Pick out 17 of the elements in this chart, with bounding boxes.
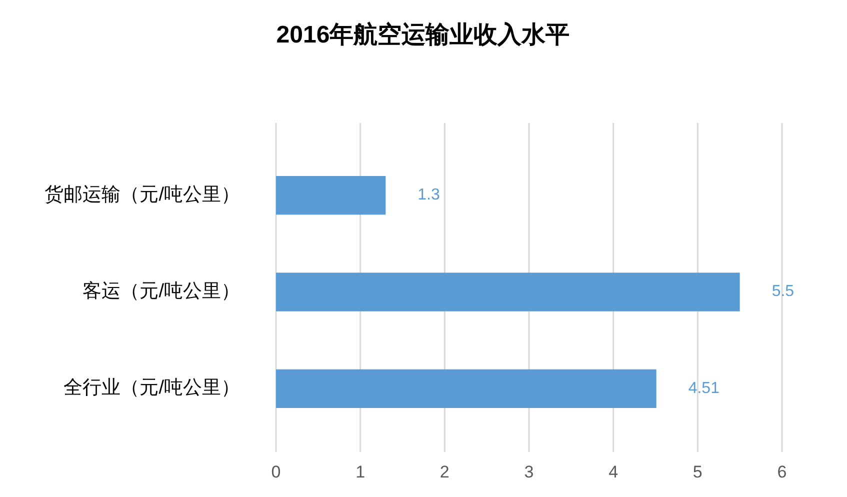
bar xyxy=(276,369,656,408)
x-tick-label: 1 xyxy=(356,462,366,482)
y-tick-label: 客运（元/吨公里） xyxy=(82,280,240,302)
x-tick-label: 3 xyxy=(524,462,534,482)
y-tick-label: 货邮运输（元/吨公里） xyxy=(44,184,240,206)
y-tick-label: 全行业（元/吨公里） xyxy=(64,378,240,399)
bar xyxy=(276,272,740,312)
bar xyxy=(276,176,386,215)
data-label: 4.51 xyxy=(688,380,720,397)
chart-title: 2016年航空运输业收入水平 xyxy=(276,21,570,48)
x-tick-label: 0 xyxy=(271,462,281,482)
x-tick-label: 4 xyxy=(608,462,618,482)
x-tick-label: 6 xyxy=(777,462,787,482)
data-label: 1.3 xyxy=(418,186,440,204)
data-label: 5.5 xyxy=(772,283,794,300)
x-tick-label: 5 xyxy=(692,462,702,482)
x-tick-label: 2 xyxy=(440,462,450,482)
